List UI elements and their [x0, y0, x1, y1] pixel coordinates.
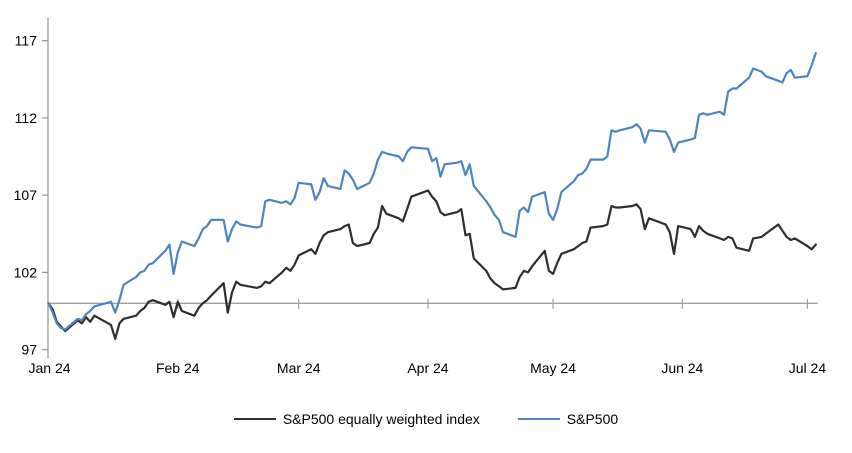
- x-tick-label: Feb 24: [156, 360, 200, 376]
- x-tick-label: May 24: [530, 360, 576, 376]
- x-tick-label: Jun 24: [661, 360, 703, 376]
- x-tick-label: Mar 24: [277, 360, 321, 376]
- x-tick-label: Apr 24: [407, 360, 448, 376]
- sp500-equal-weight-line: [47, 189, 817, 340]
- y-tick-label: 107: [14, 187, 38, 203]
- legend-label-sp500: S&P500: [566, 411, 619, 427]
- sp500-line-swatch: [517, 418, 560, 420]
- legend-item-sp500: S&P500: [517, 411, 619, 427]
- legend-label-sp500-equal-weight: S&P500 equally weighted index: [282, 411, 480, 427]
- y-tick-label: 112: [15, 110, 38, 126]
- x-tick-label: Jul 24: [789, 360, 827, 376]
- y-tick-label: 97: [21, 342, 37, 358]
- legend-item-sp500-equal-weight: S&P500 equally weighted index: [233, 411, 480, 427]
- y-tick-label: 102: [14, 264, 38, 280]
- x-tick-label: Jan 24: [29, 360, 71, 376]
- sp500-line: [47, 51, 817, 331]
- sp500-equal-weight-line-swatch: [233, 418, 276, 420]
- y-tick-label: 117: [15, 33, 38, 49]
- line-chart-canvas: 97 102 107 112 117 Jan 24 Feb 24 Mar 24 Apr 24 Ma…: [14, 18, 827, 376]
- legend: S&P500 equally weighted index S&P500: [0, 411, 852, 427]
